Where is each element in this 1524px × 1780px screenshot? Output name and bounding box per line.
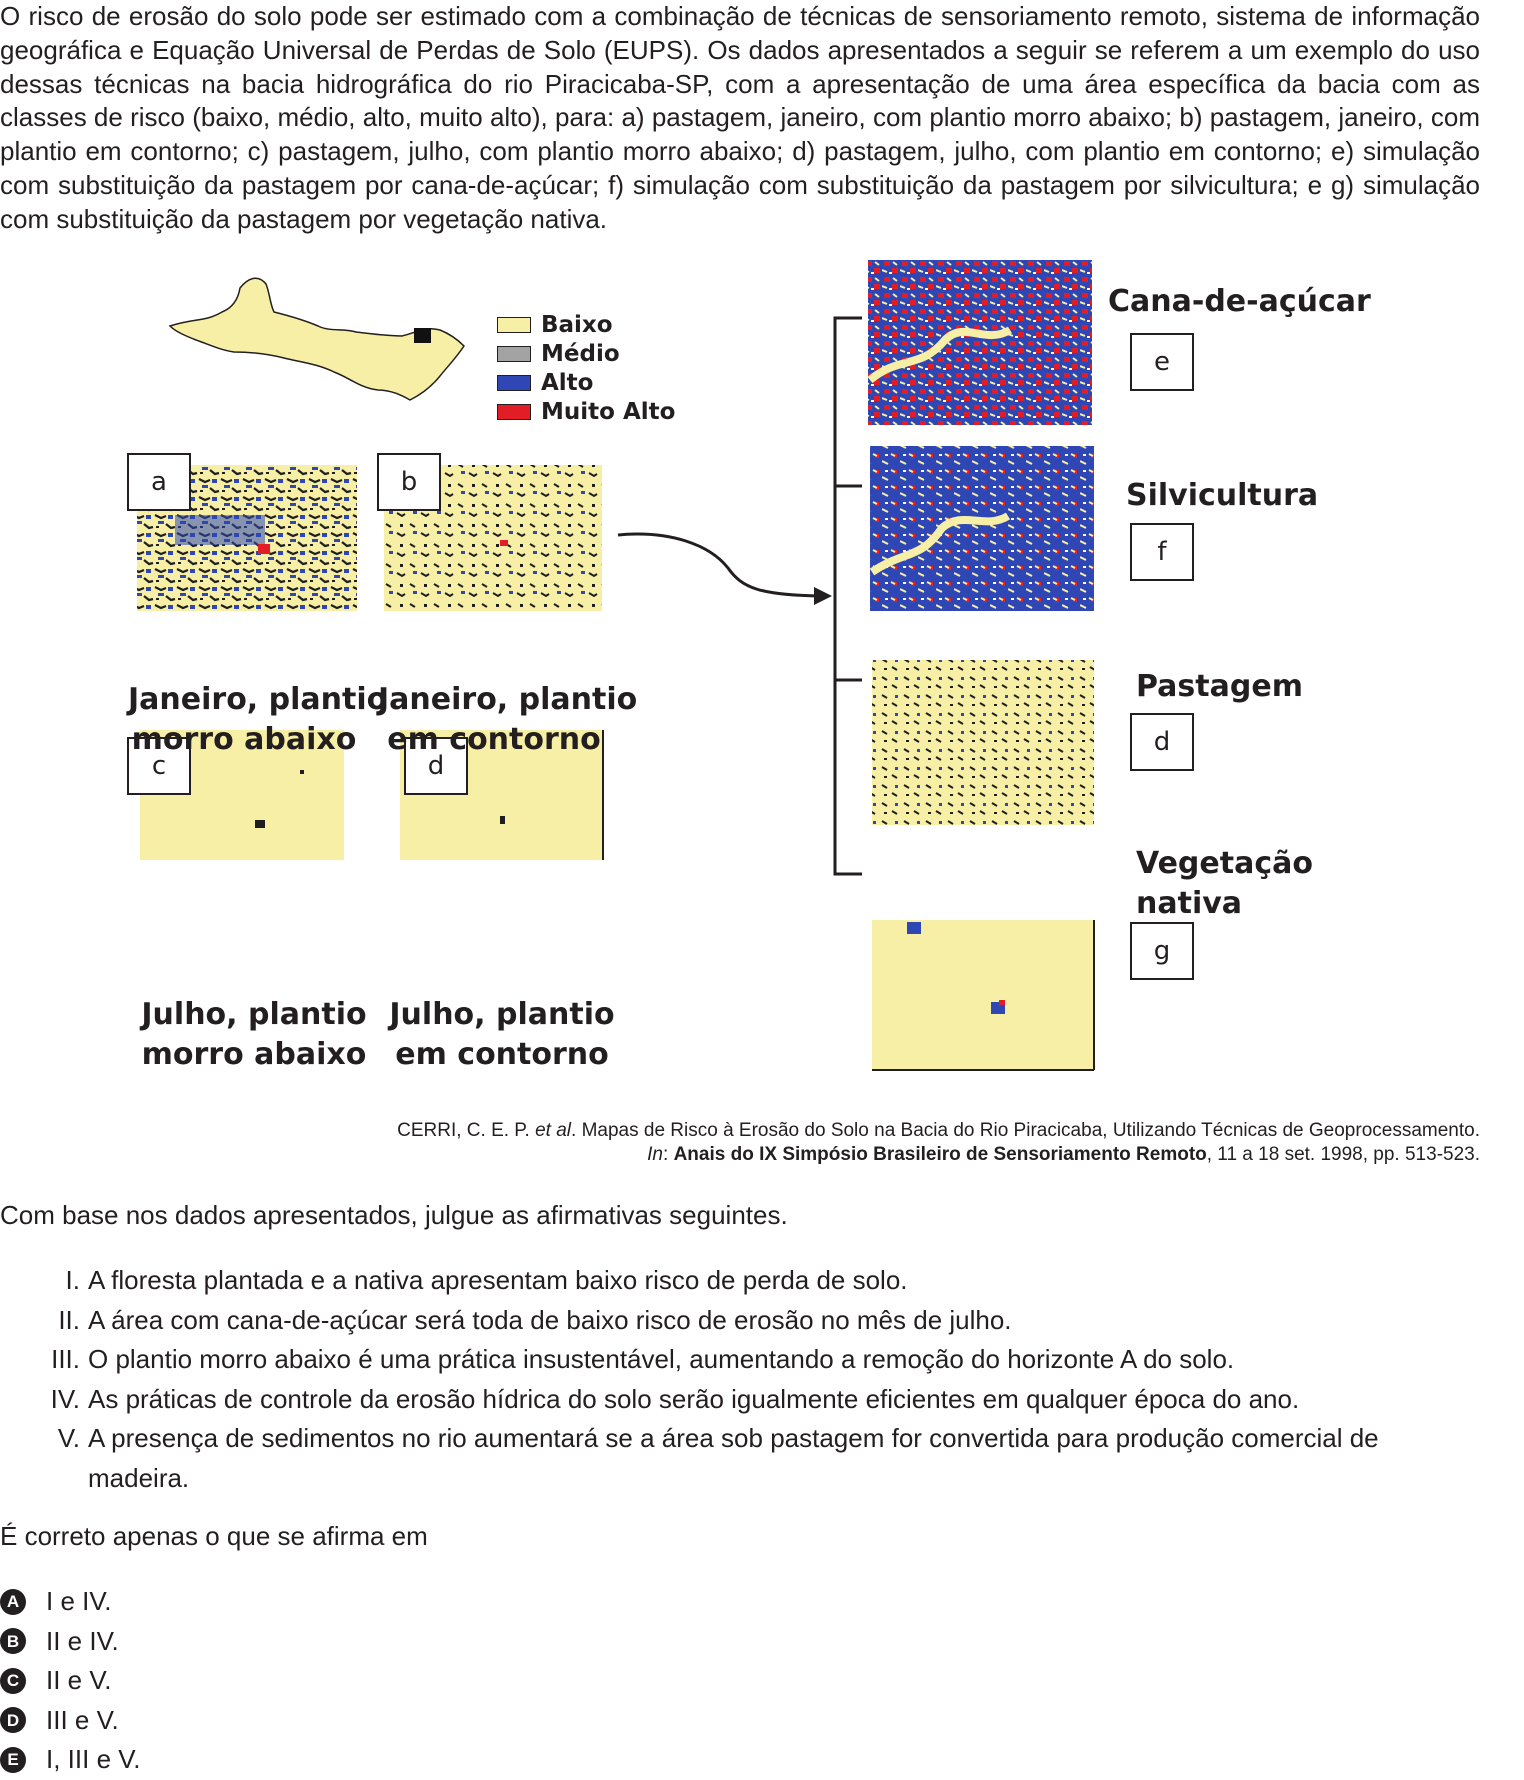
label-pastagem: Pastagem [1136,669,1303,704]
statements-list: I. A floresta plantada e a nativa apresen… [0,1261,1480,1498]
label-c: Julho, plantio morro abaixo [141,997,367,1072]
citation-line-1: CERRI, C. E. P. et al. Mapas de Risco à … [397,1120,1480,1141]
statement-item: V. A presença de sedimentos no rio aument… [57,1423,1379,1493]
intro-text: O risco de erosão do solo pode ser estim… [0,1,1480,234]
legend-item-muito-alto: Muito Alto [497,397,675,426]
legend-item-medio: Médio [497,339,675,368]
label-silvicultura: Silvicultura [1126,478,1319,513]
question-prompt: É correto apenas o que se afirma em [0,1521,428,1551]
legend-item-baixo: Baixo [497,310,675,339]
legend: Baixo Médio Alto Muito Alto [497,310,675,426]
option-badge: D [0,1707,26,1734]
study-area-marker [414,328,431,343]
citation-line-2: In: Anais do IX Simpósio Brasileiro de S… [647,1144,1480,1165]
statement-item: II. A área com cana-de-açúcar será toda d… [58,1304,1012,1335]
map-g-image [872,920,1094,1070]
option-b[interactable]: B II e IV. [0,1622,140,1662]
box-e: e [1130,333,1194,391]
citation: CERRI, C. E. P. et al. Mapas de Risco à … [397,1119,1480,1167]
label-d: Julho, plantio em contorno [389,997,615,1072]
statement-item: IV. As práticas de controle da erosão híd… [50,1383,1300,1414]
map-e-image [868,260,1092,425]
option-d[interactable]: D III e V. [0,1701,140,1741]
arrow-connector [617,532,821,598]
erosion-risk-figure: Baixo Médio Alto Muito Alto a b c d Jane… [0,260,1524,1100]
box-d-right: d [1130,713,1194,771]
option-badge: C [0,1667,26,1694]
map-f-image [870,446,1094,611]
scenario-bracket [833,316,862,876]
box-b: b [377,453,441,511]
label-a: Janeiro, plantio morro abaixo [128,682,388,757]
legend-item-alto: Alto [497,368,675,397]
option-badge: A [0,1588,26,1615]
box-d-left: d [404,737,468,795]
box-a: a [127,453,191,511]
box-f: f [1130,523,1194,581]
statement-item: III. O plantio morro abaixo é uma prática… [51,1344,1235,1374]
label-cana: Cana-de-açúcar [1108,284,1371,319]
box-c: c [127,737,191,795]
option-e[interactable]: E I, III e V. [0,1740,140,1780]
option-badge: E [0,1746,26,1773]
label-b: Janeiro, plantio em contorno [378,682,638,757]
statement-item: I. A floresta plantada e a nativa apresen… [65,1265,908,1295]
label-vegetacao-nativa: Vegetação nativa [1136,846,1313,921]
option-badge: B [0,1628,26,1655]
box-g: g [1130,922,1194,980]
option-c[interactable]: C II e V. [0,1661,140,1701]
map-pastagem-image [872,660,1094,825]
basin-location-map [168,277,465,401]
question-stem: Com base nos dados apresentados, julgue … [0,1200,788,1230]
